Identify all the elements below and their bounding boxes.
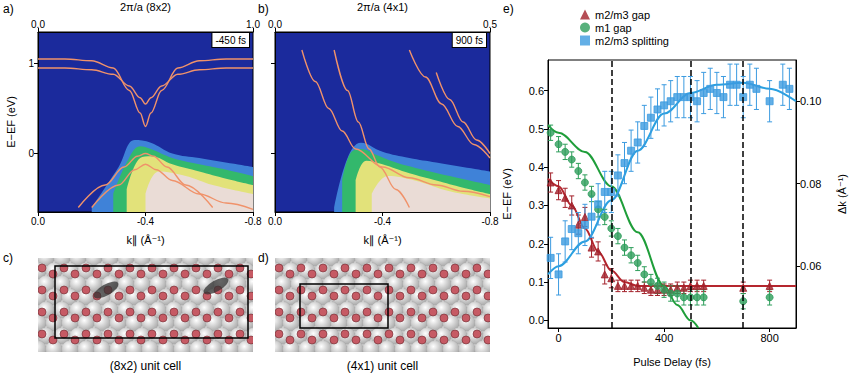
svg-text:E−EF (eV): E−EF (eV)	[5, 96, 17, 148]
svg-text:0.06: 0.06	[800, 260, 821, 272]
svg-text:c): c)	[3, 251, 13, 265]
svg-text:900 fs: 900 fs	[456, 35, 483, 46]
svg-text:0.0: 0.0	[268, 19, 282, 30]
svg-text:0.3: 0.3	[529, 199, 544, 211]
svg-text:800: 800	[760, 332, 778, 344]
svg-text:-0.8: -0.8	[481, 216, 499, 227]
svg-text:E−EF (eV): E−EF (eV)	[501, 168, 513, 220]
svg-text:0.08: 0.08	[800, 178, 821, 190]
svg-text:(8x2) unit cell: (8x2) unit cell	[110, 359, 181, 373]
svg-text:m2/m3 splitting: m2/m3 splitting	[595, 35, 669, 47]
svg-text:-450 fs: -450 fs	[215, 35, 246, 46]
svg-text:m2/m3 gap: m2/m3 gap	[595, 9, 650, 21]
svg-text:-0.4: -0.4	[137, 216, 155, 227]
svg-text:0.10: 0.10	[800, 95, 821, 107]
svg-text:0.5: 0.5	[529, 123, 544, 135]
svg-text:e): e)	[503, 2, 514, 16]
svg-text:0.6: 0.6	[529, 85, 544, 97]
svg-text:0.0: 0.0	[268, 216, 282, 227]
svg-text:0: 0	[555, 332, 561, 344]
svg-text:-0.4: -0.4	[374, 216, 392, 227]
svg-text:2π/a (4x1): 2π/a (4x1)	[357, 1, 408, 13]
svg-text:2π/a (8x2): 2π/a (8x2)	[120, 1, 171, 13]
svg-text:0.1: 0.1	[529, 276, 544, 288]
svg-text:0.2: 0.2	[529, 238, 544, 250]
svg-text:Pulse Delay (fs): Pulse Delay (fs)	[633, 356, 711, 368]
svg-text:k∥ (Å⁻¹): k∥ (Å⁻¹)	[363, 234, 401, 247]
svg-text:d): d)	[258, 251, 269, 265]
svg-text:0.0: 0.0	[31, 216, 45, 227]
svg-text:b): b)	[258, 2, 269, 16]
svg-text:1.0: 1.0	[246, 19, 260, 30]
svg-text:k∥ (Å⁻¹): k∥ (Å⁻¹)	[126, 234, 164, 247]
svg-text:0.0: 0.0	[529, 314, 544, 326]
svg-text:m1 gap: m1 gap	[595, 22, 632, 34]
svg-text:-0.8: -0.8	[244, 216, 262, 227]
svg-text:0: 0	[28, 148, 34, 159]
svg-text:1: 1	[28, 58, 34, 69]
svg-text:(4x1) unit cell: (4x1) unit cell	[347, 359, 418, 373]
svg-text:400: 400	[655, 332, 673, 344]
svg-text:0.4: 0.4	[529, 161, 544, 173]
svg-text:Δk (Å⁻¹): Δk (Å⁻¹)	[836, 174, 848, 214]
svg-text:0.0: 0.0	[31, 19, 45, 30]
svg-text:a): a)	[3, 2, 14, 16]
svg-text:0.5: 0.5	[483, 19, 497, 30]
